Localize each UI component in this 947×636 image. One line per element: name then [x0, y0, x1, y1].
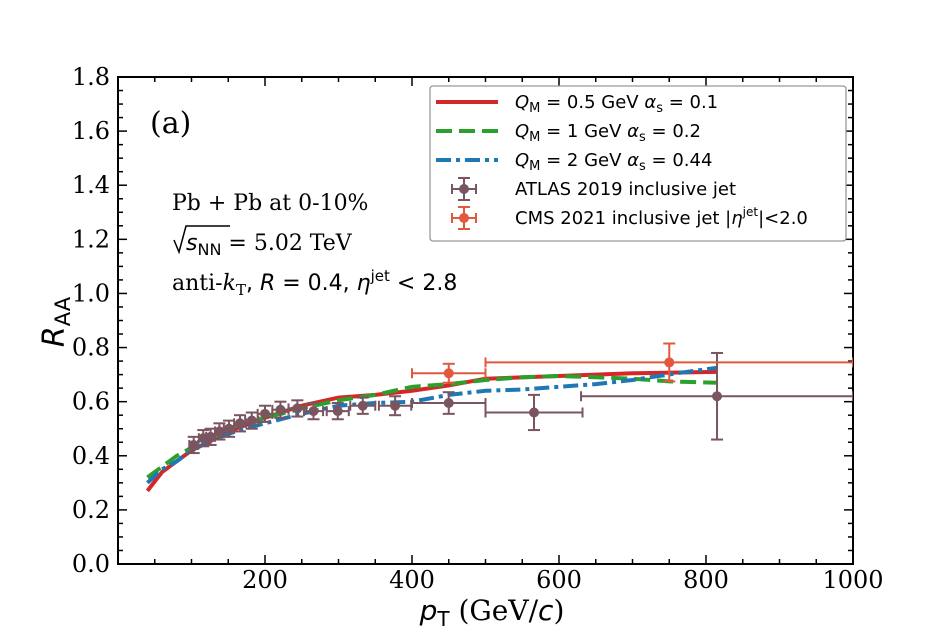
data-point [484, 342, 853, 383]
legend-item: ATLAS 2019 inclusive jet [451, 177, 736, 201]
data-marker [260, 408, 270, 419]
x-tick-label: 400 [389, 566, 435, 594]
data-point [256, 404, 274, 423]
x-tick-labels: 200 400 600 800 1000 [242, 566, 883, 594]
legend-swatch [459, 184, 469, 194]
data-point [213, 422, 226, 441]
y-tick-label: 1.2 [72, 225, 110, 253]
legend-label: QM = 2 GeV αs = 0.44 [515, 150, 712, 174]
legend-item: CMS 2021 inclusive jet |ηjet|<2.0 [451, 205, 808, 230]
data-point [411, 362, 487, 384]
y-tick-label: 0.8 [72, 334, 110, 362]
legend-swatch [459, 213, 469, 223]
y-tick-label: 1.0 [72, 279, 110, 307]
data-marker [275, 404, 286, 415]
y-axis-label: RAA [37, 296, 75, 347]
data-point [377, 395, 413, 417]
data-marker [443, 398, 454, 409]
legend-item: QM = 1 GeV αs = 0.2 [436, 121, 701, 145]
legend-frame [429, 85, 847, 242]
legend-item: QM = 0.5 GeV αs = 0.1 [436, 92, 718, 116]
y-tick-label: 0.4 [72, 442, 110, 470]
x-tick-label: 200 [242, 566, 288, 594]
data-marker [712, 391, 723, 402]
legend-label: QM = 0.5 GeV αs = 0.1 [515, 92, 718, 116]
y-tick-label: 1.4 [72, 171, 110, 199]
legend-label: ATLAS 2019 inclusive jet [515, 179, 736, 200]
annotation-collision: Pb + Pb at 0-10% [172, 191, 368, 216]
y-tick-label: 0.2 [72, 496, 110, 524]
annotation-algorithm: anti-kT, R = 0.4, ηjet < 2.8 [172, 267, 457, 299]
legend: QM = 0.5 GeV αs = 0.1 QM = 1 GeV αs = 0.2… [429, 85, 847, 242]
data-marker [188, 439, 199, 450]
data-marker [214, 426, 225, 437]
series-layer [145, 342, 853, 493]
y-tick-label: 1.8 [72, 63, 110, 91]
data-point [580, 351, 853, 441]
data-marker [357, 400, 368, 411]
data-marker [664, 357, 675, 368]
y-tick-label: 0.6 [72, 388, 110, 416]
x-tick-label: 800 [683, 566, 729, 594]
y-tick-label: 0.0 [72, 550, 110, 578]
data-point [302, 402, 325, 421]
data-marker [308, 406, 319, 417]
legend-label: QM = 1 GeV αs = 0.2 [515, 121, 701, 145]
x-axis-label: pT (GeV/c) [419, 594, 565, 631]
y-tick-label: 1.6 [72, 117, 110, 145]
data-point [484, 393, 584, 432]
annotation-energy: sNN = 5.02 TeV [173, 225, 353, 259]
data-marker [529, 407, 540, 418]
data-point [349, 396, 377, 415]
data-marker [292, 403, 303, 414]
panel-label: (a) [150, 106, 191, 141]
legend-label: CMS 2021 inclusive jet |ηjet|<2.0 [515, 205, 808, 229]
x-tick-label: 600 [536, 566, 582, 594]
y-tick-labels: 0.0 0.2 0.4 0.6 0.8 1.0 1.2 1.4 1.6 1.8 [72, 63, 110, 578]
data-marker [235, 418, 246, 429]
data-point [411, 391, 487, 415]
data-marker [390, 400, 401, 411]
data-point [325, 402, 350, 421]
data-marker [205, 431, 216, 442]
svg-text:sNN = 5.02 TeV: sNN = 5.02 TeV [186, 231, 353, 259]
data-marker [223, 423, 234, 434]
data-marker [443, 368, 454, 379]
data-marker [332, 406, 343, 417]
data-marker [246, 415, 257, 426]
x-tick-label: 1000 [822, 566, 883, 594]
legend-item: QM = 2 GeV αs = 0.44 [436, 150, 712, 174]
data-point [187, 435, 200, 455]
